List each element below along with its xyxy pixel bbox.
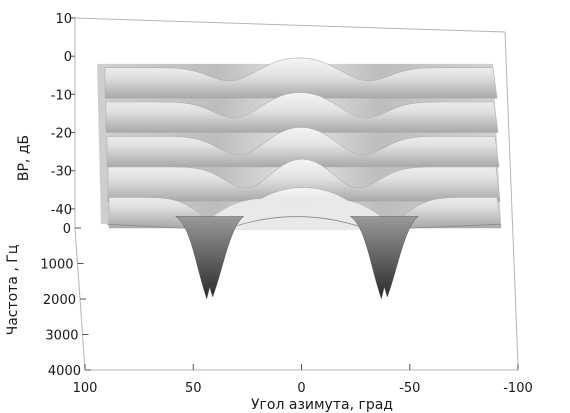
y-tick-label: 0: [63, 222, 71, 237]
surface-row: [104, 57, 498, 99]
surface-row: [107, 158, 501, 202]
z-tick-label: -30: [51, 165, 72, 180]
z-axis-label: ВР, дБ: [16, 135, 32, 181]
surface-layer: [97, 57, 502, 300]
notch-spike: [349, 216, 420, 300]
notch-spike: [174, 216, 245, 300]
x-tick-label: -50: [399, 381, 420, 396]
y-tick-label: 1000: [40, 258, 73, 273]
z-tick-label: -20: [51, 127, 72, 142]
x-tick-label: 50: [185, 381, 202, 396]
x-tick-label: -100: [503, 381, 533, 396]
z-tick-label: 10: [55, 12, 72, 27]
x-axis-label: Угол азимута, град: [251, 397, 393, 413]
back-top-edge: [74, 17, 506, 33]
x-tick-label: 100: [73, 381, 98, 396]
surface-row: [105, 92, 499, 133]
surface-front-edge: [106, 216, 502, 233]
z-tick-label: 0: [64, 50, 72, 65]
y-tick-label: 2000: [43, 293, 76, 308]
y-tick-label: 4000: [48, 364, 81, 379]
z-tick-label: -40: [51, 203, 72, 218]
x-tick-label: 0: [297, 381, 305, 396]
y-tick-label: 3000: [45, 329, 78, 344]
right-edge: [504, 31, 519, 366]
surface-row: [106, 126, 500, 168]
y-axis-label: Частота , Гц: [5, 245, 21, 336]
z-tick-label: -10: [51, 88, 72, 103]
